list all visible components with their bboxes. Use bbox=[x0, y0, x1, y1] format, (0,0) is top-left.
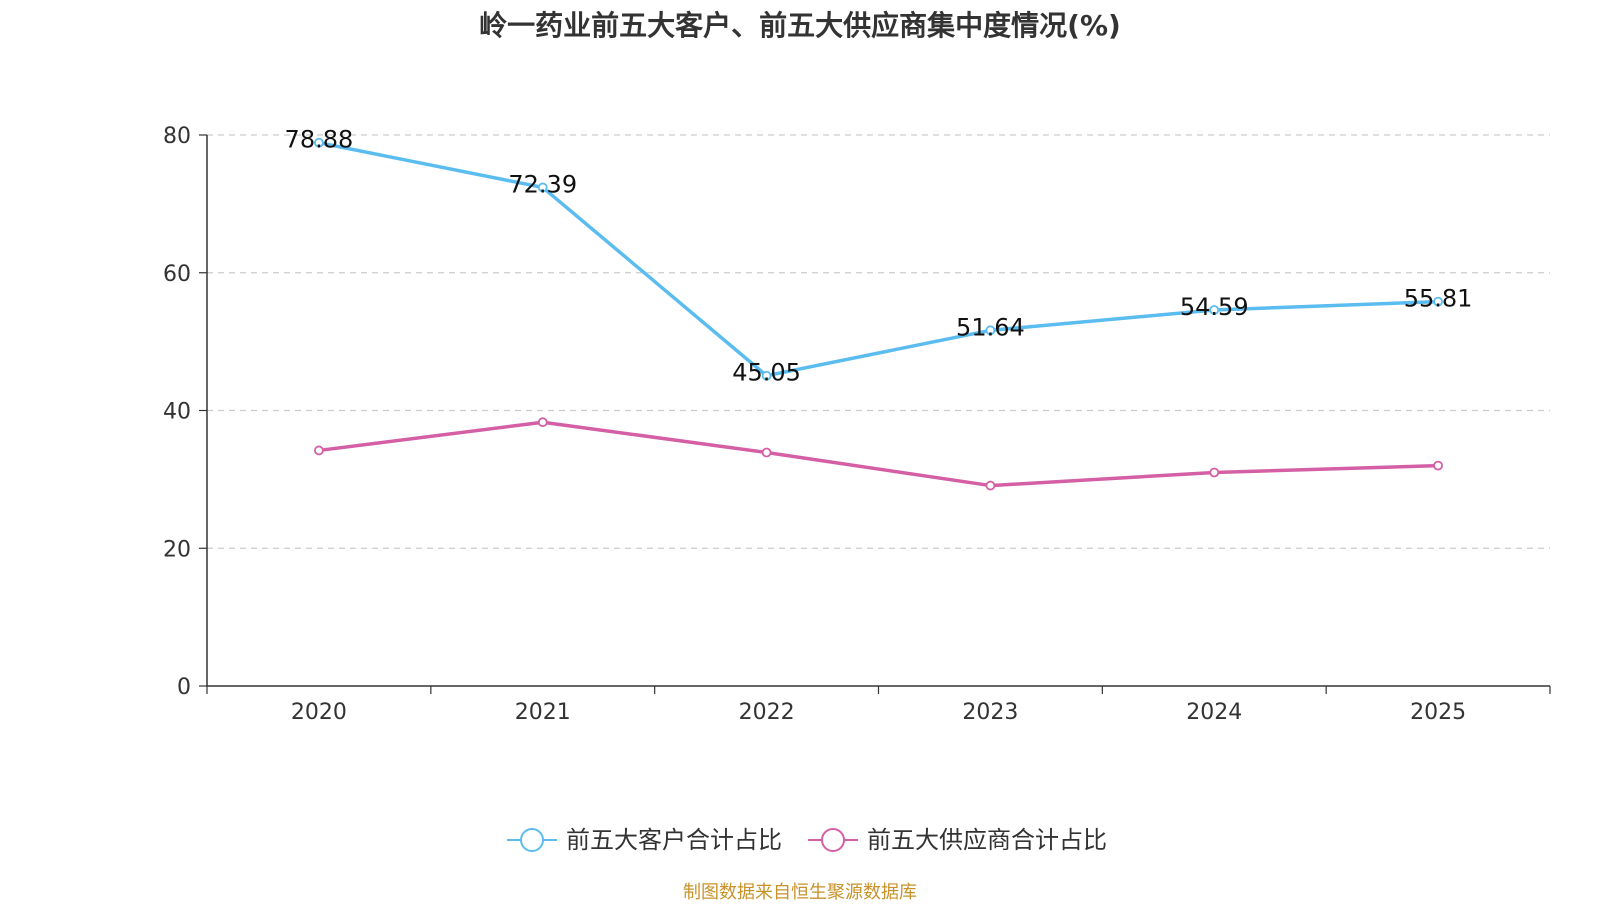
y-tick-label-20: 20 bbox=[163, 537, 191, 562]
y-tick-label-60: 60 bbox=[163, 262, 191, 287]
series-1-point-2024 bbox=[1209, 467, 1220, 478]
line-chart: 0 20 40 60 80 2020 2021 2022 2023 2024 2025 78.88 72… bbox=[163, 124, 1551, 725]
legend-item-suppliers[interactable]: 前五大供应商合计占比 bbox=[808, 826, 1107, 854]
series-line-1 bbox=[318, 420, 1439, 488]
series-0-point-2020 bbox=[314, 137, 324, 148]
x-tick-label-2025: 2025 bbox=[1410, 700, 1466, 725]
series-1-point-2020 bbox=[314, 445, 324, 456]
series-1-point-2025 bbox=[1433, 460, 1443, 471]
legend-label-suppliers: 前五大供应商合计占比 bbox=[867, 826, 1107, 854]
series-0-point-2023 bbox=[985, 325, 996, 336]
series-line-0 bbox=[318, 140, 1439, 378]
series-0-point-2024 bbox=[1209, 305, 1220, 315]
legend-label-customers: 前五大客户合计占比 bbox=[566, 826, 782, 854]
x-tick-label-2022: 2022 bbox=[739, 700, 795, 725]
chart-title: 岭一药业前五大客户、前五大供应商集中度情况(%) bbox=[479, 9, 1121, 42]
series-0-label-2024: 54.59 bbox=[1180, 293, 1249, 321]
legend-marker-suppliers bbox=[821, 828, 845, 852]
x-tick-label-2021: 2021 bbox=[515, 700, 571, 725]
legend-item-customers[interactable]: 前五大客户合计占比 bbox=[507, 826, 782, 854]
series-0-point-2025 bbox=[1433, 296, 1443, 307]
series-0-label-2025: 55.81 bbox=[1404, 285, 1473, 313]
y-tick-label-0: 0 bbox=[177, 675, 191, 700]
legend-marker-customers bbox=[520, 828, 544, 852]
legend: 前五大客户合计占比 前五大供应商合计占比 bbox=[507, 826, 1107, 854]
x-tick-label-2023: 2023 bbox=[962, 700, 1018, 725]
x-tick-label-2024: 2024 bbox=[1186, 700, 1242, 725]
x-tick-label-2020: 2020 bbox=[291, 700, 347, 725]
series-1-point-2021 bbox=[537, 417, 548, 428]
y-tick-label-40: 40 bbox=[163, 400, 191, 425]
series-0-label-2021: 72.39 bbox=[508, 170, 577, 198]
series-0-label-2023: 51.64 bbox=[956, 313, 1025, 341]
series-1-point-2022 bbox=[761, 447, 772, 458]
y-tick-label-80: 80 bbox=[163, 124, 191, 149]
series-0-label-2022: 45.05 bbox=[732, 359, 801, 387]
series-1-point-2023 bbox=[985, 480, 996, 491]
series-0-point-2021 bbox=[537, 182, 548, 193]
source-note: 制图数据来自恒生聚源数据库 bbox=[683, 882, 917, 903]
series-0-label-2020: 78.88 bbox=[285, 126, 354, 154]
series-0-point-2022 bbox=[761, 370, 772, 381]
